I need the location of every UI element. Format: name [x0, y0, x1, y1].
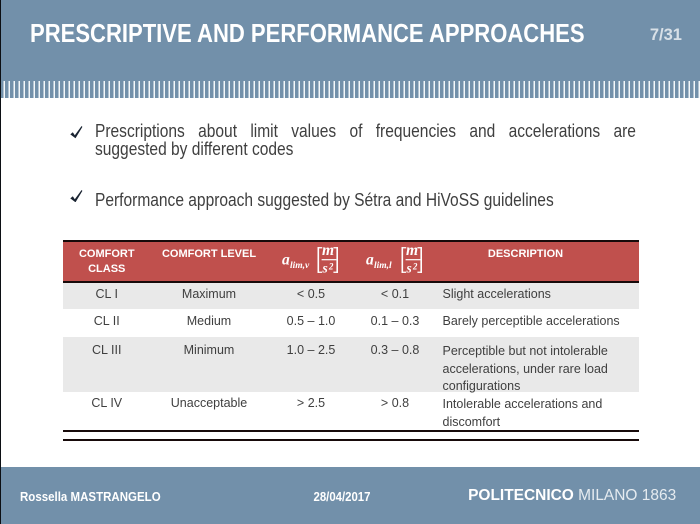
svg-text:s: s [406, 260, 412, 275]
svg-text:2: 2 [412, 262, 418, 272]
svg-text:2: 2 [328, 262, 334, 272]
svg-text:a: a [366, 251, 374, 268]
svg-text:m: m [322, 242, 334, 259]
svg-text:lim,l: lim,l [374, 261, 392, 271]
svg-text:s: s [322, 260, 328, 275]
svg-text:lim,v: lim,v [290, 261, 310, 271]
svg-text:a: a [282, 251, 290, 268]
svg-text:m: m [406, 242, 418, 259]
